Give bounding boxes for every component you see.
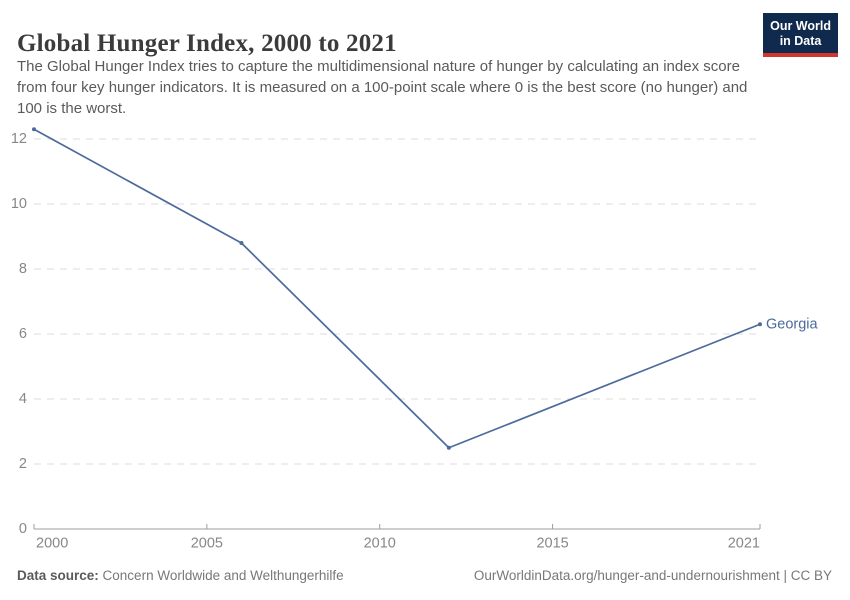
x-tick-label: 2015 — [536, 536, 568, 552]
y-tick-label: 6 — [19, 326, 27, 342]
data-point — [446, 445, 451, 450]
credit-link[interactable]: OurWorldinData.org/hunger-and-undernouri… — [473, 568, 832, 583]
y-tick-label: 2 — [19, 456, 27, 472]
y-tick-label: 12 — [11, 131, 27, 147]
data-source-note: Data source: Concern Worldwide and Welth… — [17, 568, 344, 583]
x-tick-label: 2010 — [364, 536, 396, 552]
y-tick-label: 0 — [19, 521, 27, 537]
data-point — [758, 322, 762, 327]
data-source-value: Concern Worldwide and Welthungerhilfe — [102, 568, 344, 583]
x-tick-label: 2021 — [728, 536, 760, 552]
data-point — [239, 241, 244, 245]
y-tick-label: 8 — [19, 261, 27, 277]
x-tick-label: 2000 — [36, 536, 68, 552]
subtitle-line: The Global Hunger Index tries to capture… — [17, 58, 740, 75]
subtitle-line: from four key hunger indicators. It is m… — [17, 79, 748, 96]
owid-logo[interactable]: Our World in Data — [763, 13, 838, 57]
chart-subtitle: The Global Hunger Index tries to capture… — [17, 56, 747, 119]
data-line — [33, 128, 761, 449]
x-tick-label: 2005 — [191, 536, 223, 552]
subtitle-line: 100 is the worst. — [17, 100, 127, 117]
owid-logo-line1: Our World — [770, 19, 831, 33]
entity-label: Georgia — [766, 316, 819, 332]
y-tick-label: 10 — [11, 196, 27, 212]
page-title: Global Hunger Index, 2000 to 2021 — [17, 29, 397, 57]
y-tick-label: 4 — [19, 391, 27, 407]
owid-logo-line2: in Data — [779, 34, 822, 48]
chart-footer: Data source: Concern Worldwide and Welth… — [17, 568, 832, 583]
data-point — [32, 127, 36, 132]
data-source-label: Data source: — [17, 568, 99, 583]
